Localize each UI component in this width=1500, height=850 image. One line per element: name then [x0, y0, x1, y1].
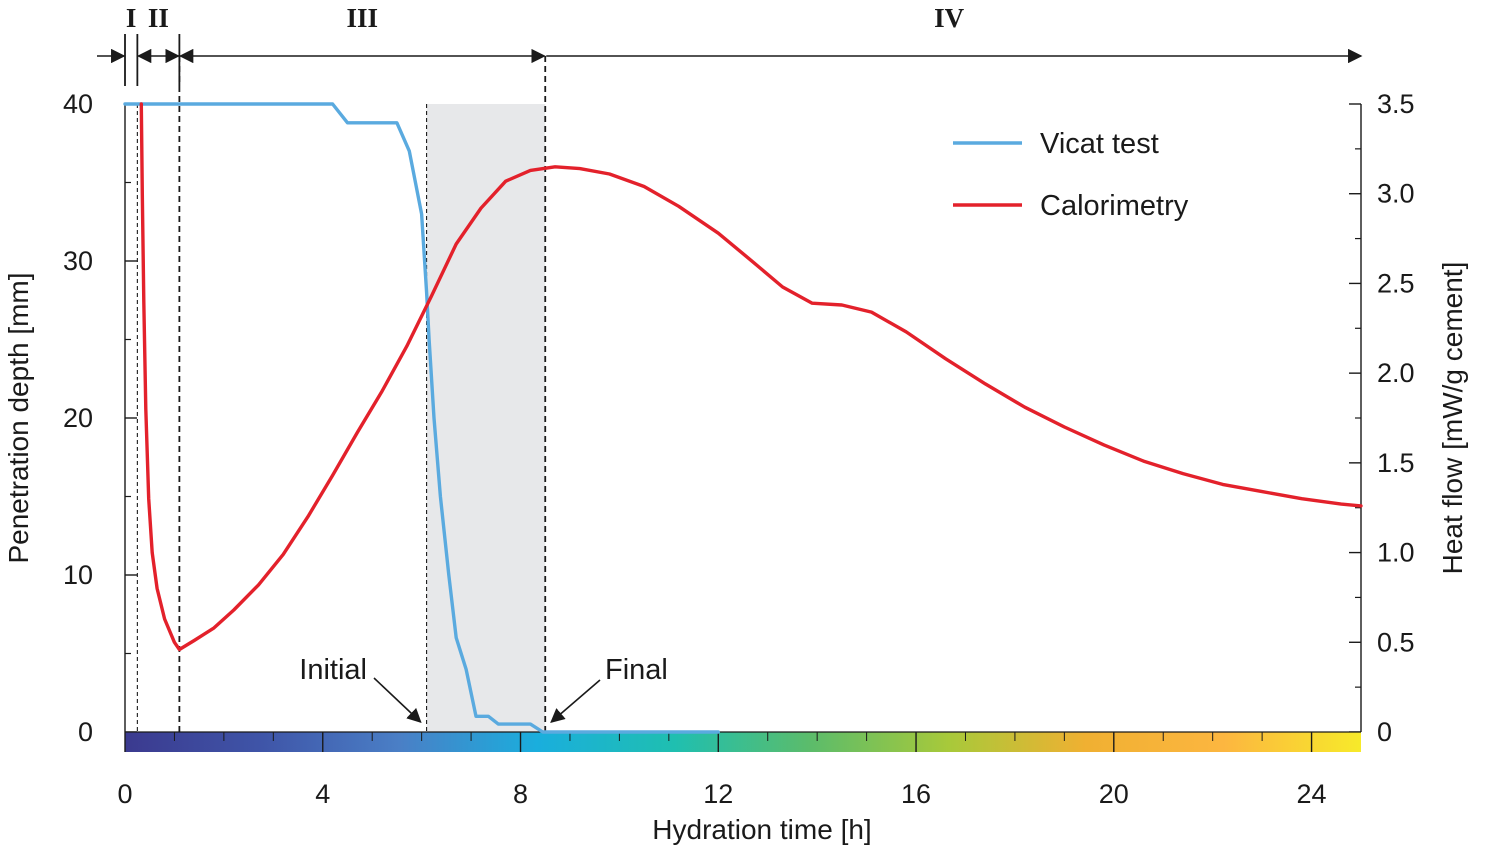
- series-line-calorimetry: [139, 102, 1363, 652]
- annotation-initial-label: Initial: [299, 654, 367, 686]
- y-right-tick-label-3: 1.5: [1377, 448, 1415, 478]
- stage-label-3: IV: [934, 3, 965, 33]
- annotation-final-label: Final: [605, 654, 668, 686]
- y-left-tick-label-4: 40: [63, 89, 93, 119]
- y-left-tick-label-2: 20: [63, 403, 93, 433]
- y-axis-left-title: Penetration depth [mm]: [3, 272, 34, 563]
- y-left-tick-label-0: 0: [78, 717, 93, 747]
- y-right-tick-label-6: 3.0: [1377, 179, 1415, 209]
- y-right-tick-label-7: 3.5: [1377, 89, 1415, 119]
- y-right-tick-label-5: 2.5: [1377, 268, 1415, 298]
- stage-indicator-layer: I II III IV: [97, 3, 1363, 86]
- y-right-tick-label-4: 2.0: [1377, 358, 1415, 388]
- x-tick-label-1: 4: [315, 779, 330, 809]
- stage-label-2: III: [347, 3, 379, 33]
- axes-layer: 0 10 20 30 40 0 0.5 1.0 1.5 2.0 2.5 3.0 3.5 0 4 8 12 16 20…: [63, 89, 1415, 809]
- y-right-tick-label-1: 0.5: [1377, 627, 1415, 657]
- x-tick-label-3: 12: [703, 779, 733, 809]
- y-left-tick-label-3: 30: [63, 246, 93, 276]
- series-line-vicat-test: [123, 102, 720, 734]
- annotation-layer: Initial Final: [299, 654, 668, 723]
- x-tick-label-6: 24: [1297, 779, 1327, 809]
- stage-label-1: II: [148, 3, 169, 33]
- y-axis-right-title: Heat flow [mW/g cement]: [1437, 262, 1468, 575]
- color-bar: [124, 731, 1361, 752]
- y-right-tick-label-2: 1.0: [1377, 538, 1415, 568]
- series-layer: [123, 102, 1363, 734]
- color-bar-fill: [125, 732, 1361, 752]
- shaded-region: [426, 104, 546, 732]
- x-tick-label-5: 20: [1099, 779, 1129, 809]
- x-tick-label-2: 8: [513, 779, 528, 809]
- x-tick-label-4: 16: [901, 779, 931, 809]
- y-right-tick-label-0: 0: [1377, 717, 1392, 747]
- legend-label-0: Vicat test: [1040, 128, 1159, 160]
- x-tick-label-0: 0: [117, 779, 132, 809]
- stage-label-0: I: [126, 3, 137, 33]
- legend: Vicat test Calorimetry: [953, 128, 1189, 222]
- x-axis-title: Hydration time [h]: [652, 814, 871, 845]
- legend-label-1: Calorimetry: [1040, 190, 1189, 222]
- y-left-tick-label-1: 10: [63, 560, 93, 590]
- annotation-initial-arrow: [373, 677, 422, 723]
- shaded-region-layer: [426, 104, 546, 732]
- annotation-final-arrow: [550, 679, 601, 723]
